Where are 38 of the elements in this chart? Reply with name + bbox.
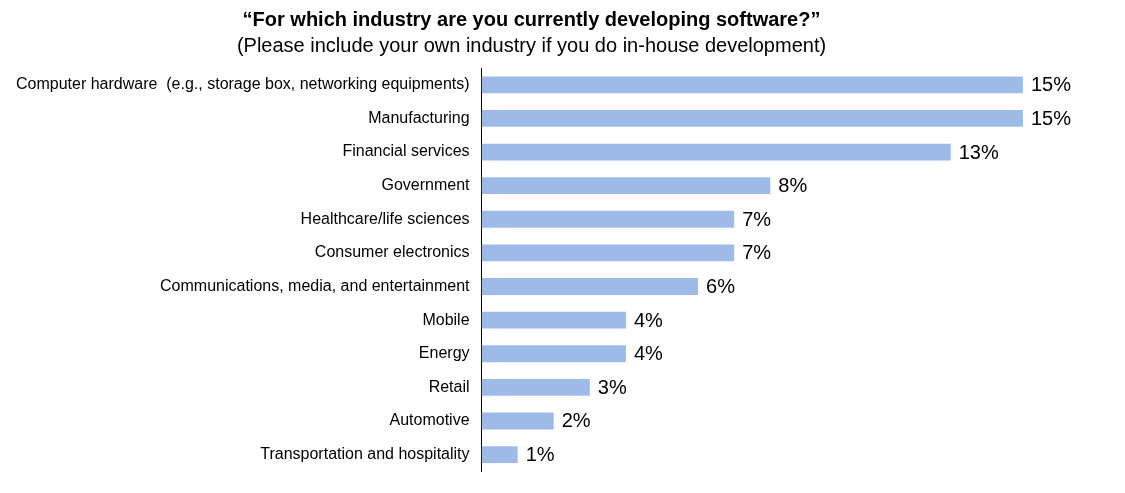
chart-subtitle: (Please include your own industry if you do in-house development): [236, 33, 827, 56]
bar: [481, 311, 626, 329]
y-tick-label: Manufacturing: [368, 108, 470, 126]
data-label: 7%: [742, 207, 772, 230]
y-tick-label: Computer hardware (e.g., storage box, networking equipments): [16, 75, 470, 93]
bar: [481, 345, 626, 363]
bar: [481, 378, 590, 396]
y-tick-label: Energy: [418, 344, 470, 362]
bar: [481, 76, 1023, 94]
data-label: 4%: [633, 342, 664, 365]
data-label: 2%: [561, 409, 591, 432]
y-tick-label: Financial services: [342, 142, 470, 160]
bar: [481, 177, 771, 195]
bar: [481, 210, 735, 228]
data-label: 15%: [1030, 106, 1072, 129]
y-tick-label: Healthcare/life sciences: [300, 209, 470, 227]
bar: [481, 412, 554, 430]
y-tick-label: Mobile: [422, 310, 470, 328]
bar: [481, 278, 699, 295]
data-label: 13%: [958, 140, 999, 163]
bar: [481, 143, 951, 161]
data-label: 4%: [633, 308, 664, 331]
y-tick-label: Transportation and hospitality: [260, 445, 470, 462]
bar: [481, 446, 518, 463]
bar: [481, 110, 1023, 127]
data-label: 15%: [1030, 73, 1072, 96]
data-label: 7%: [742, 241, 772, 264]
data-label: 3%: [597, 375, 627, 398]
y-tick-label: Retail: [428, 377, 470, 395]
y-tick-label: Government: [381, 176, 471, 194]
data-label: 8%: [778, 174, 808, 197]
y-tick-label: Automotive: [389, 411, 470, 429]
y-tick-label: Communications, media, and entertainment: [160, 276, 471, 294]
chart-title: “For which industry are you currently developing software?”: [242, 7, 821, 30]
y-tick-label: Consumer electronics: [314, 243, 470, 261]
data-label: 6%: [706, 275, 736, 298]
bar: [481, 244, 735, 262]
data-label: 1%: [525, 443, 555, 466]
